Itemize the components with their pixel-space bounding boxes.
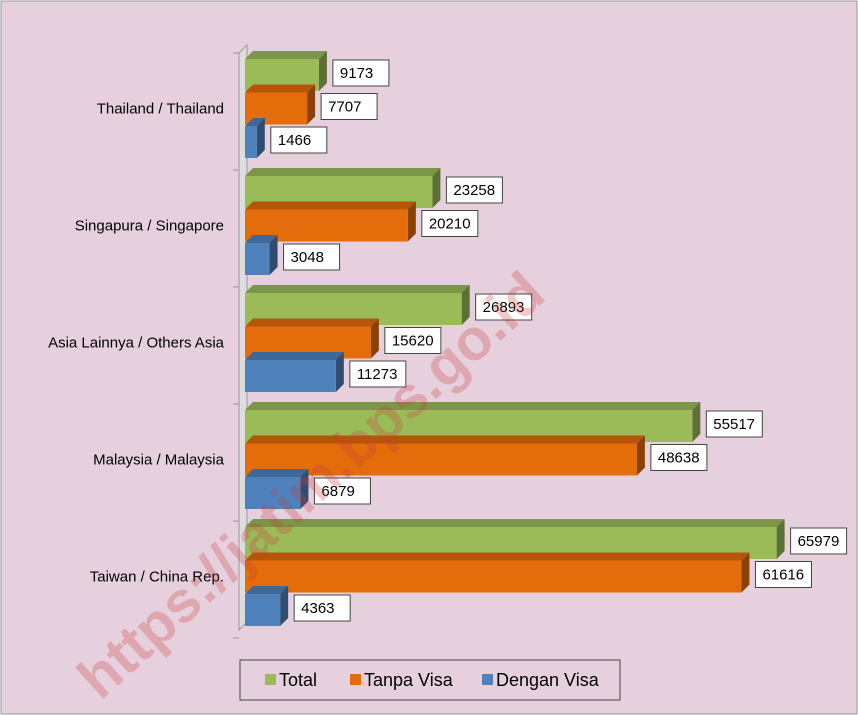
value-label: 3048 — [291, 249, 324, 266]
value-label-box — [650, 444, 708, 471]
value-label-box — [313, 477, 371, 505]
value-label: 65979 — [798, 533, 840, 550]
value-label-box — [332, 59, 390, 87]
bar-front — [245, 243, 270, 275]
bar-front — [245, 443, 637, 476]
bar — [245, 352, 344, 392]
bar-top — [245, 235, 278, 243]
legend-label: Total — [279, 670, 317, 690]
legend-swatch — [265, 674, 276, 685]
y-tick-label: Malaysia / Malaysia — [93, 451, 225, 468]
bar — [245, 118, 265, 158]
bar-side — [307, 84, 316, 125]
value-label-box — [754, 561, 812, 588]
value-label-box — [790, 527, 848, 555]
bar-side — [318, 51, 327, 91]
bar-top — [245, 586, 289, 594]
value-label: 6879 — [321, 483, 354, 500]
bar-top — [245, 552, 750, 561]
value-label: 11273 — [357, 366, 398, 383]
value-label: 15620 — [392, 332, 434, 349]
bar-top — [245, 84, 316, 93]
value-label: 1466 — [278, 132, 311, 149]
value-label: 7707 — [328, 98, 361, 115]
value-label: 20210 — [429, 215, 471, 232]
bar-top — [245, 168, 441, 176]
bar-side — [407, 201, 416, 242]
bar-side — [776, 519, 785, 559]
value-label-box — [421, 210, 479, 237]
value-label: 9173 — [340, 65, 373, 82]
value-label: 55517 — [713, 416, 755, 433]
value-label-box — [283, 243, 341, 271]
bar — [245, 469, 309, 509]
value-label: 61616 — [762, 566, 804, 583]
value-label-box — [270, 126, 328, 154]
legend-box — [239, 659, 621, 701]
y-tick-label: Thailand / Thailand — [97, 100, 224, 117]
value-label: 26893 — [483, 299, 525, 316]
bar-side — [636, 435, 645, 476]
bar-front — [245, 594, 281, 626]
bar-front — [245, 126, 257, 158]
bar-top — [245, 285, 470, 293]
legend-swatch — [350, 674, 361, 685]
value-label-box — [384, 327, 442, 354]
value-label: 23258 — [453, 182, 495, 199]
value-label-box — [445, 176, 503, 204]
legend-label: Tanpa Visa — [364, 670, 454, 690]
bar-side — [335, 352, 344, 392]
bar-side — [300, 469, 309, 509]
bar-side — [741, 552, 750, 593]
value-label-box — [320, 93, 378, 120]
bar-side — [461, 285, 470, 325]
value-label-box — [705, 410, 763, 438]
bar-side — [280, 586, 289, 626]
y-tick-label: Asia Lainnya / Others Asia — [48, 334, 225, 351]
bar-top — [245, 402, 701, 410]
y-tick-label: Singapura / Singapore — [75, 217, 224, 234]
bar-side — [269, 235, 278, 275]
value-label: 48638 — [658, 449, 700, 466]
bar — [245, 435, 645, 476]
bar-top — [245, 51, 327, 59]
value-label-box — [475, 293, 533, 321]
legend-label: Dengan Visa — [496, 670, 600, 690]
bar-top — [245, 201, 416, 210]
legend-swatch — [482, 674, 493, 685]
bar-top — [245, 352, 344, 360]
bar — [245, 552, 750, 593]
bar-side — [692, 402, 701, 442]
bar-side — [370, 318, 379, 359]
bar-top — [245, 519, 785, 527]
bar — [245, 235, 278, 275]
value-label-box — [349, 360, 407, 388]
bar-top — [245, 118, 265, 126]
bar-front — [245, 477, 301, 509]
value-label-box — [293, 594, 351, 622]
value-label: 4363 — [301, 600, 334, 617]
bar-top — [245, 469, 309, 477]
bar-top — [245, 435, 645, 444]
y-tick-label: Taiwan / China Rep. — [90, 568, 224, 585]
bar-side — [432, 168, 441, 208]
bar-top — [245, 318, 379, 327]
bar — [245, 586, 289, 626]
bar-front — [245, 360, 336, 392]
bar-front — [245, 560, 742, 593]
bar-side — [256, 118, 265, 158]
